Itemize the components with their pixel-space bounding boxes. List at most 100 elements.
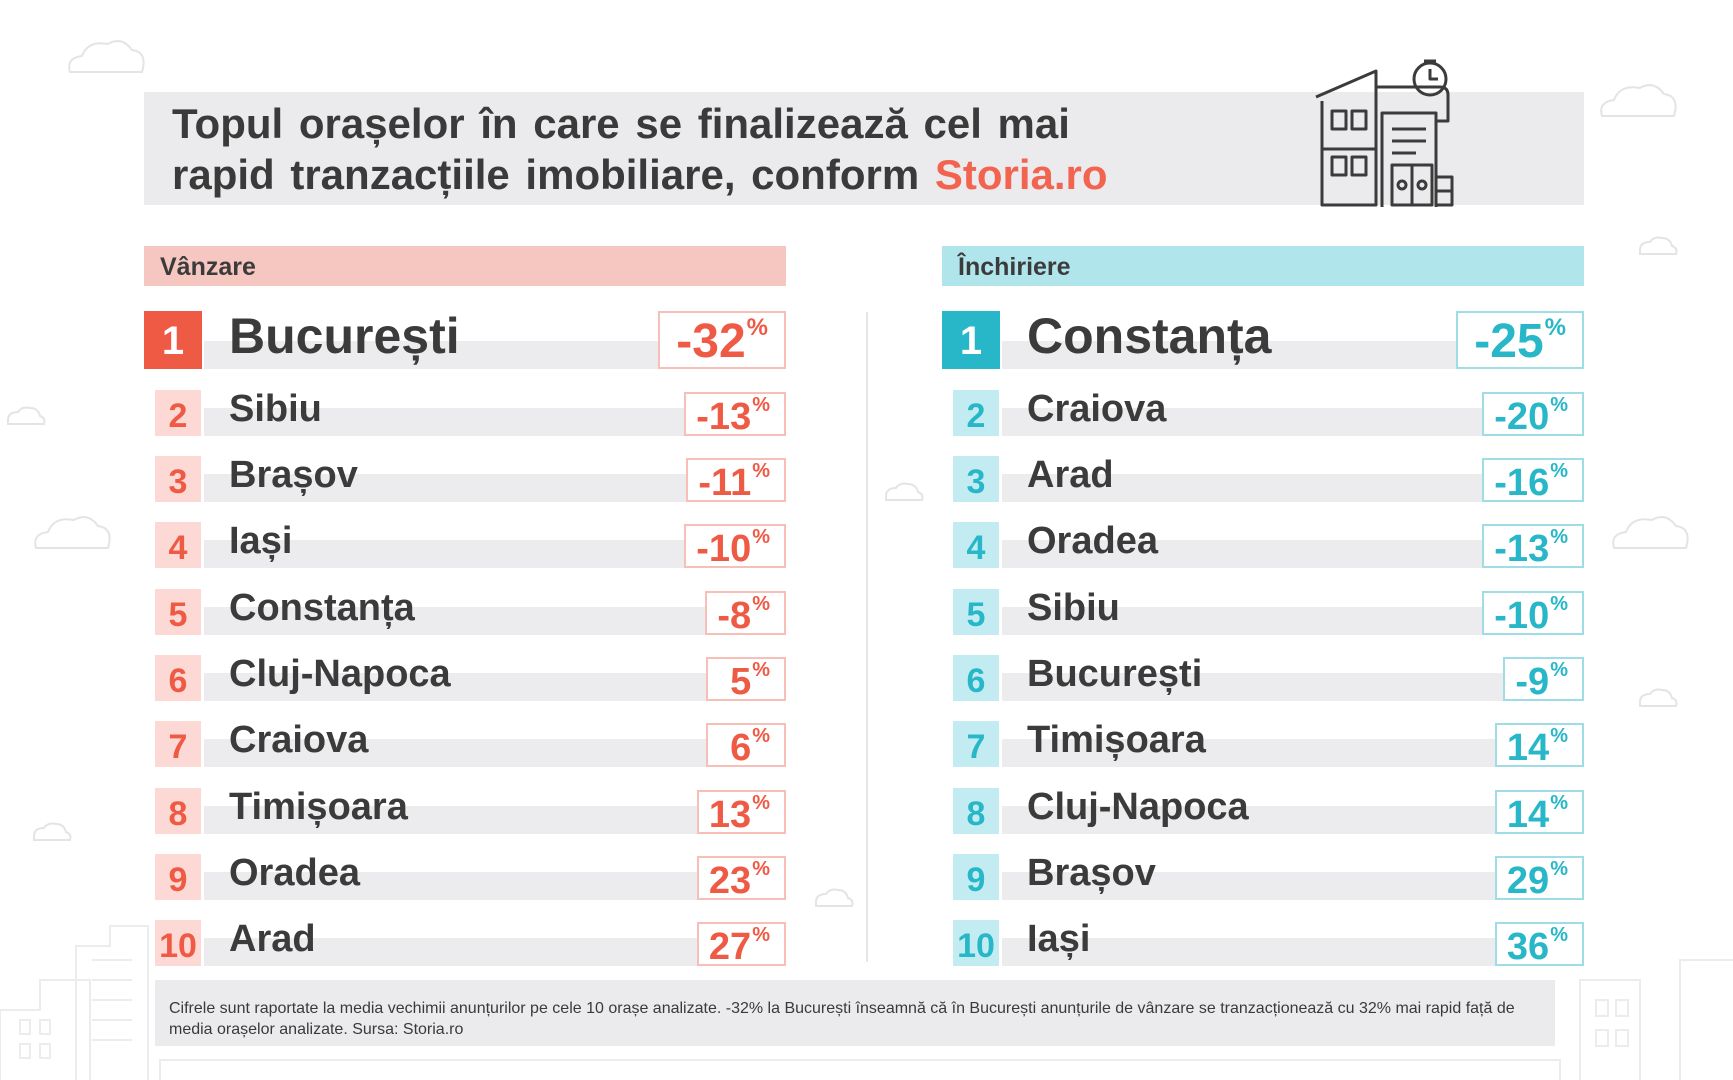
rank-badge: 4 (155, 522, 201, 568)
city-name: Iași (229, 520, 293, 562)
city-name: Arad (229, 918, 316, 960)
row-stripe (204, 607, 786, 635)
value-badge: 13% (696, 790, 786, 836)
percent-sign: % (752, 460, 770, 482)
city-name: Timișoara (229, 786, 408, 828)
city-name: Brașov (229, 454, 358, 496)
city-name: Sibiu (229, 388, 322, 430)
percent-sign: % (1550, 792, 1568, 814)
list-item: 2 Craiova -20% (942, 378, 1584, 438)
list-item: 6 București -9% (942, 643, 1584, 703)
list-item: 5 Constanța -8% (144, 577, 786, 637)
rank-badge: 6 (953, 655, 999, 701)
percent-sign: % (1550, 858, 1568, 880)
value-number: 23 (708, 860, 752, 902)
rentals-section: Închiriere 1 Constanța -25% 2 Craiova -2… (942, 246, 1584, 968)
row-stripe (1002, 739, 1584, 767)
list-item: 1 Constanța -25% (942, 311, 1584, 369)
value-number: 14 (1506, 727, 1550, 769)
rank-badge: 2 (155, 390, 201, 436)
percent-sign: % (752, 792, 770, 814)
rank-badge: 1 (144, 311, 202, 369)
percent-sign: % (746, 314, 768, 341)
cloud-icon (34, 516, 111, 549)
list-item: 8 Timișoara 13% (144, 776, 786, 836)
cloud-icon (7, 406, 46, 425)
percent-sign: % (752, 593, 770, 615)
value-badge: -10% (684, 524, 786, 570)
list-item: 3 Brașov -11% (144, 444, 786, 504)
city-name: Oradea (1027, 520, 1158, 562)
value-badge: 27% (696, 922, 786, 968)
value-number: 5 (730, 661, 752, 703)
list-item: 9 Oradea 23% (144, 842, 786, 902)
cloud-icon (1639, 236, 1678, 255)
value-number: 6 (730, 727, 752, 769)
percent-sign: % (752, 924, 770, 946)
value-badge: -8% (705, 591, 786, 637)
brand-name: Storia.ro (934, 151, 1108, 198)
value-badge: -11% (686, 458, 786, 504)
value-number: -11 (698, 462, 752, 504)
city-name: Arad (1027, 454, 1114, 496)
cloud-icon (885, 482, 924, 501)
city-name: Iași (1027, 918, 1091, 960)
city-name: Constanța (229, 587, 415, 629)
value-number: -25 (1474, 315, 1544, 368)
list-item: 8 Cluj-Napoca 14% (942, 776, 1584, 836)
cloud-icon (68, 40, 145, 73)
value-number: -8 (717, 595, 752, 637)
house-with-clock-icon (1315, 59, 1454, 207)
rank-badge: 4 (953, 522, 999, 568)
city-name: Oradea (229, 852, 360, 894)
value-number: 29 (1506, 860, 1550, 902)
rank-badge: 7 (953, 721, 999, 767)
list-item: 5 Sibiu -10% (942, 577, 1584, 637)
city-name: București (229, 308, 460, 364)
value-number: -32 (676, 315, 746, 368)
list-item: 10 Arad 27% (144, 908, 786, 968)
rank-badge: 1 (942, 311, 1000, 369)
rank-badge: 9 (953, 854, 999, 900)
value-badge: 23% (696, 856, 786, 902)
value-badge: 14% (1494, 790, 1584, 836)
percent-sign: % (1544, 314, 1566, 341)
rank-badge: 8 (953, 788, 999, 834)
title-line-1: Topul orașelor în care se finalizează ce… (172, 100, 1070, 147)
value-number: -10 (1494, 595, 1550, 637)
row-stripe (1002, 806, 1584, 834)
title-line-2: rapid tranzacțiile imobiliare, conform (172, 151, 935, 198)
rank-badge: 8 (155, 788, 201, 834)
value-number: -9 (1515, 661, 1550, 703)
cloud-icon (1639, 688, 1678, 707)
list-item: 10 Iași 36% (942, 908, 1584, 968)
list-item: 4 Iași -10% (144, 510, 786, 570)
percent-sign: % (1550, 924, 1568, 946)
list-item: 7 Timișoara 14% (942, 709, 1584, 769)
column-divider (866, 312, 868, 962)
city-name: Craiova (229, 719, 369, 761)
percent-sign: % (1550, 526, 1568, 548)
percent-sign: % (752, 725, 770, 747)
list-item: 3 Arad -16% (942, 444, 1584, 504)
percent-sign: % (1550, 659, 1568, 681)
rank-badge: 10 (953, 920, 999, 966)
row-stripe (204, 938, 786, 966)
city-name: Craiova (1027, 388, 1167, 430)
row-stripe (204, 806, 786, 834)
rank-badge: 3 (155, 456, 201, 502)
city-name: Sibiu (1027, 587, 1120, 629)
row-stripe (204, 673, 786, 701)
list-item: 6 Cluj-Napoca 5% (144, 643, 786, 703)
percent-sign: % (1550, 593, 1568, 615)
value-number: 14 (1506, 794, 1550, 836)
rank-badge: 2 (953, 390, 999, 436)
rentals-heading: Închiriere (942, 246, 1584, 286)
city-name: București (1027, 653, 1203, 695)
percent-sign: % (1550, 394, 1568, 416)
rank-badge: 3 (953, 456, 999, 502)
value-badge: 29% (1494, 856, 1584, 902)
value-badge: -16% (1482, 458, 1584, 504)
row-stripe (204, 739, 786, 767)
